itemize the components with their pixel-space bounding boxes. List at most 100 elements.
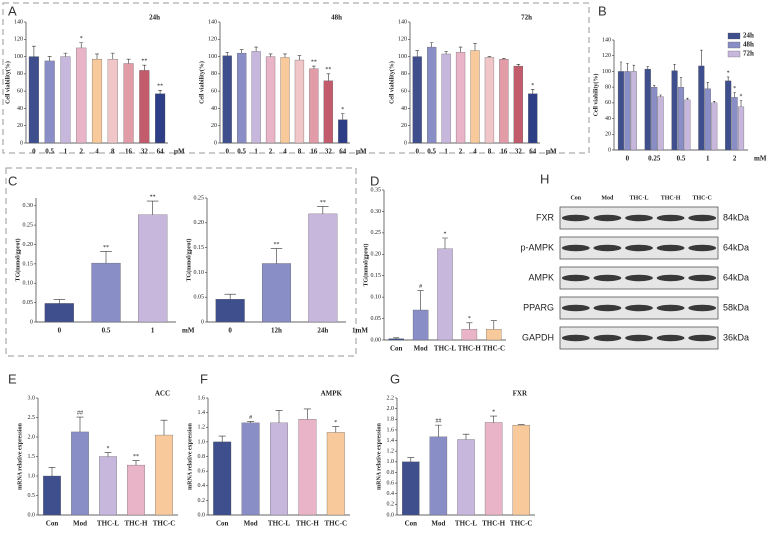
- x-tick-label: 1: [444, 148, 448, 156]
- bar: [671, 70, 678, 151]
- annotation: **: [103, 245, 109, 251]
- x-tick-label: 0: [415, 148, 419, 156]
- y-axis-label: TG(mmol/gprot): [14, 239, 21, 282]
- x-unit: μM: [174, 148, 185, 156]
- x-tick-label: 12h: [271, 327, 282, 335]
- error-bar: [142, 64, 147, 71]
- error-bar: [275, 410, 283, 423]
- lane-label: THC-L: [629, 195, 648, 201]
- protein-label: AMPK: [528, 272, 554, 282]
- bar: [457, 439, 475, 516]
- y-tick-label: 0.4: [387, 491, 395, 497]
- y-tick-label: 120: [398, 37, 407, 43]
- error-bar: [517, 424, 525, 426]
- y-tick-label: 0.05: [194, 295, 205, 301]
- bar: [294, 59, 305, 144]
- protein-label: FXR: [536, 212, 555, 222]
- panel-label: C: [8, 173, 17, 188]
- bar: [704, 88, 711, 151]
- bar: [91, 262, 121, 323]
- x-tick-label: 32: [515, 148, 523, 156]
- y-tick-label: 140: [602, 37, 611, 43]
- y-tick-label: 120: [208, 37, 217, 43]
- bar: [412, 309, 429, 341]
- x-tick-label: 0: [32, 148, 36, 156]
- bar: [28, 56, 39, 144]
- y-axis-label: Cell viability(%): [592, 74, 599, 117]
- x-tick-label: THC-H: [458, 345, 482, 353]
- legend-label: 72h: [743, 50, 754, 58]
- y-tick-label: 0.2: [198, 498, 206, 504]
- error-bar: [673, 64, 676, 71]
- annotation: *: [740, 94, 743, 100]
- bar: [624, 71, 631, 151]
- annotation: **: [274, 242, 280, 248]
- y-tick-label: 140: [14, 19, 23, 25]
- x-tick-label: Con: [46, 520, 59, 528]
- y-tick-label: 0.15: [23, 261, 34, 267]
- annotation: **: [311, 59, 317, 65]
- error-bar: [146, 200, 159, 215]
- bar: [44, 303, 74, 323]
- blot-band: [688, 304, 717, 312]
- y-tick-label: 0.4: [198, 483, 206, 489]
- bar: [513, 65, 523, 144]
- kda-label: 84kDa: [723, 212, 749, 222]
- y-tick-label: 0.30: [371, 209, 382, 215]
- x-tick-label: 0.25: [648, 155, 661, 163]
- lane-label: THC-C: [693, 195, 712, 201]
- bar: [725, 80, 732, 151]
- protein-label: p-AMPK: [520, 242, 554, 252]
- bar: [261, 263, 292, 323]
- y-tick-label: 80: [605, 85, 611, 91]
- y-tick-label: 0: [214, 140, 217, 146]
- error-bar: [646, 66, 649, 70]
- panel-label: B: [598, 3, 607, 18]
- x-tick-label: 16: [125, 148, 133, 156]
- error-bar: [63, 52, 68, 57]
- error-bar: [254, 46, 258, 52]
- bar: [441, 53, 451, 144]
- x-tick-label: 1: [706, 155, 710, 163]
- y-tick-label: 40: [17, 106, 23, 112]
- error-bar: [48, 467, 56, 476]
- x-tick-label: 0.5: [677, 155, 686, 163]
- chart-title: ACC: [155, 390, 170, 398]
- error-bar: [700, 49, 703, 66]
- error-bar: [95, 53, 99, 60]
- x-tick-label: 2: [79, 148, 83, 156]
- blot-band: [625, 274, 653, 282]
- y-tick-label: 0.10: [194, 270, 205, 276]
- y-tick-label: 0.6: [198, 469, 206, 475]
- bar: [455, 52, 466, 144]
- bar: [241, 422, 260, 516]
- y-tick-label: 0.6: [387, 480, 395, 486]
- x-tick-label: 32: [141, 148, 149, 156]
- annotation: **: [325, 67, 331, 73]
- error-bar: [317, 206, 329, 214]
- bar: [437, 248, 453, 341]
- lane-label: Con: [570, 195, 581, 201]
- annotation: *: [492, 409, 495, 415]
- chart-title: 24h: [149, 14, 160, 22]
- y-tick-label: 80: [211, 71, 217, 77]
- y-tick-label: 0.0: [387, 512, 395, 518]
- y-tick-label: 1.0: [28, 473, 36, 479]
- bar: [155, 434, 173, 516]
- y-axis-label: Cell viability(%): [4, 61, 11, 104]
- legend-swatch: [727, 50, 741, 58]
- blot-band: [625, 214, 653, 222]
- error-bar: [417, 290, 424, 310]
- bar: [127, 464, 145, 516]
- y-tick-label: 0.2: [387, 502, 395, 508]
- x-tick-label: 16: [500, 148, 508, 156]
- x-tick-label: THC-L: [455, 520, 478, 528]
- bar: [499, 59, 509, 144]
- y-tick-label: 0.35: [371, 187, 382, 193]
- x-tick-label: 2: [269, 148, 273, 156]
- y-axis-label: mRNA relative expression: [376, 422, 382, 489]
- annotation: **: [141, 59, 147, 65]
- y-tick-label: 0: [404, 140, 407, 146]
- error-bar: [619, 61, 623, 72]
